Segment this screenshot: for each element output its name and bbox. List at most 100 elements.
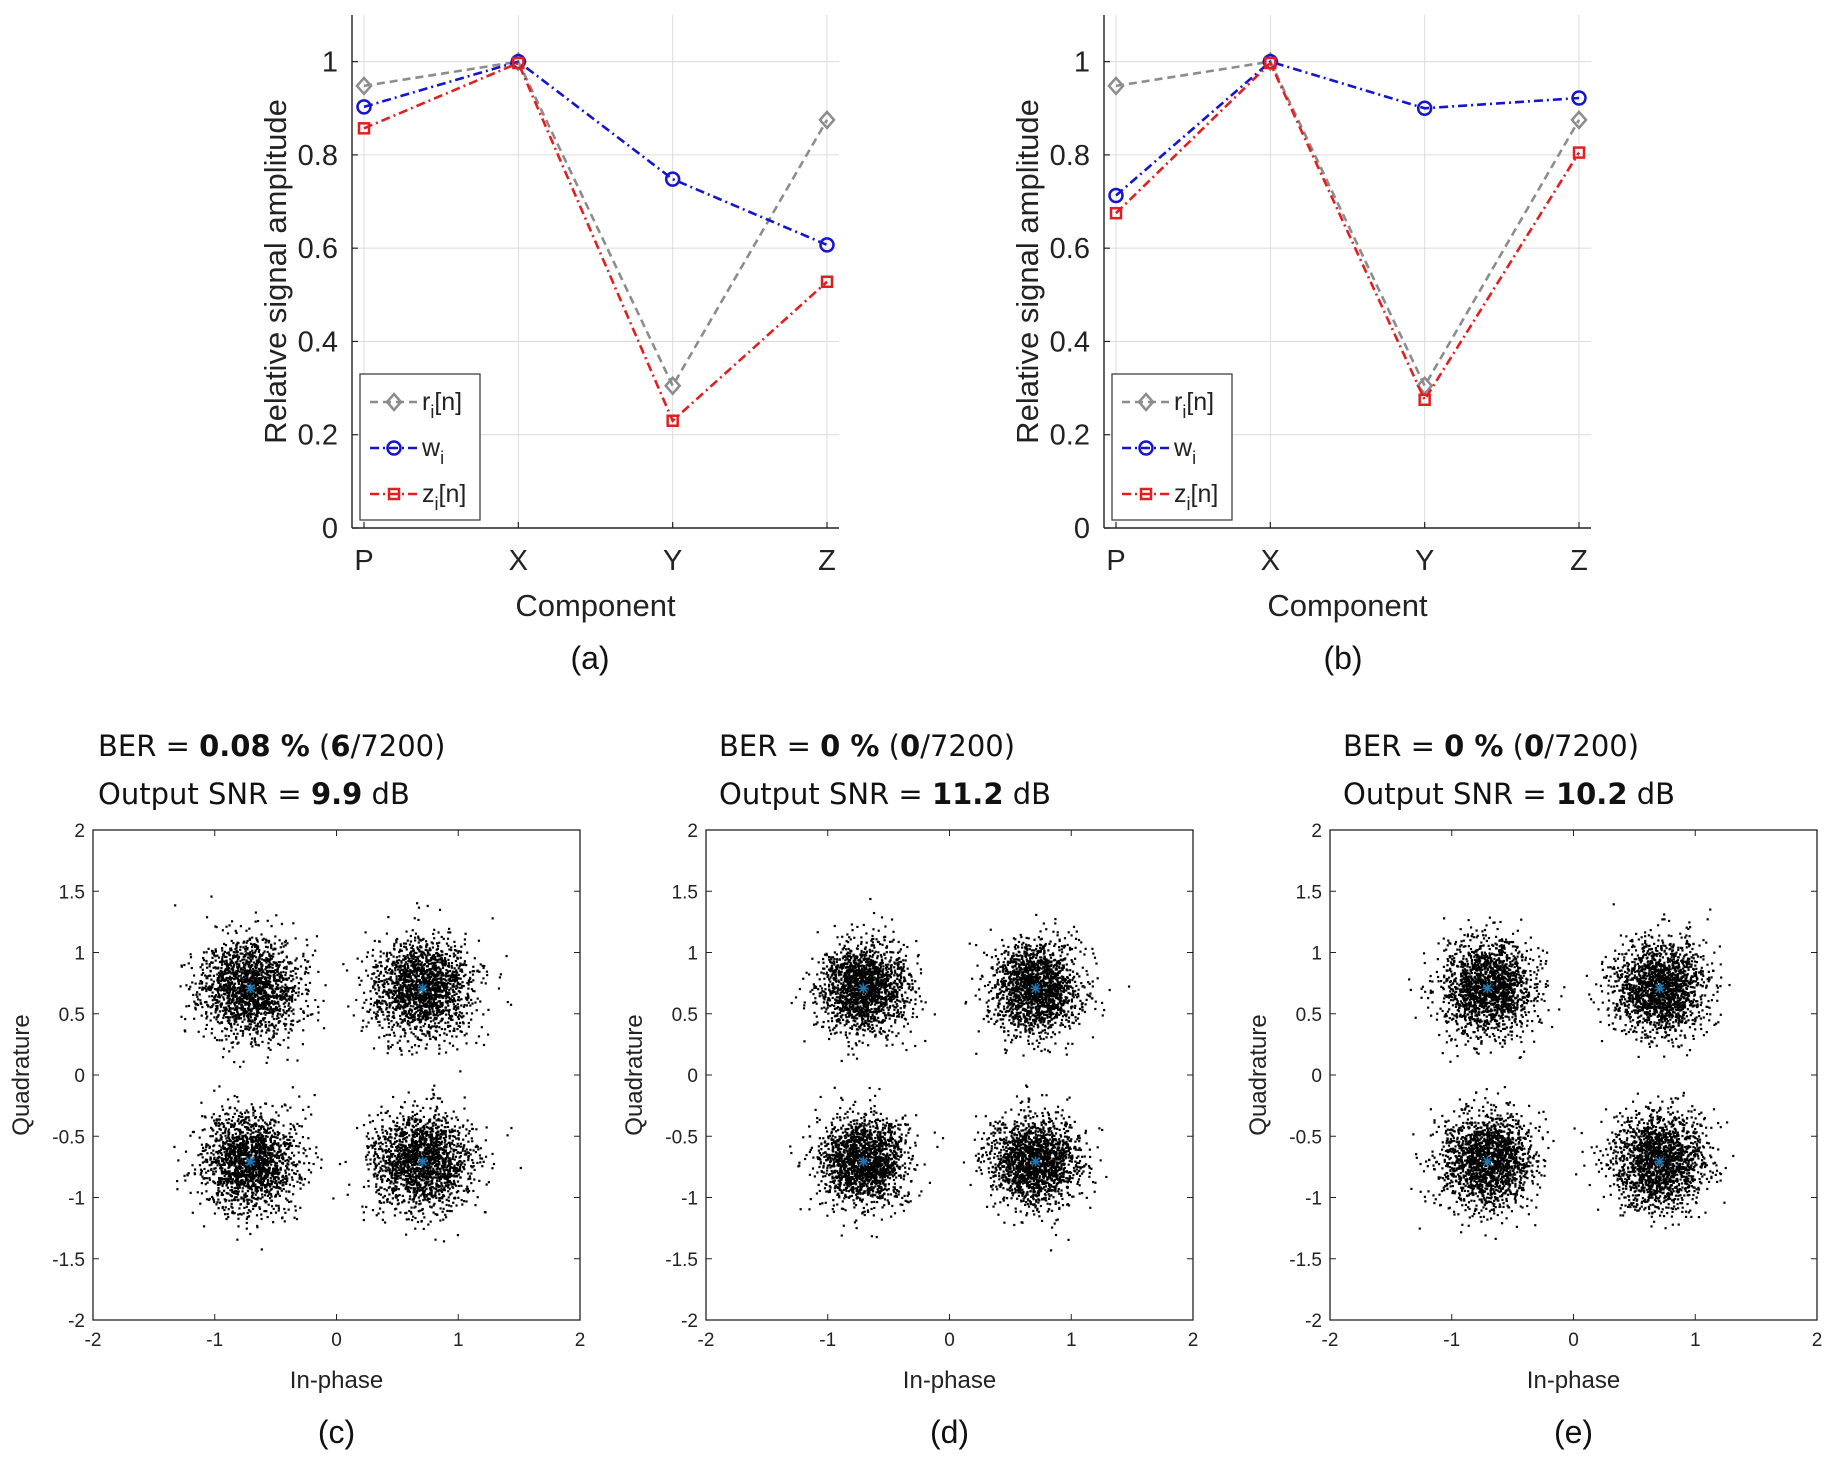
sample-point (233, 1171, 236, 1175)
sample-point (444, 986, 447, 989)
sample-point (422, 994, 425, 997)
sample-point (403, 1018, 406, 1021)
sample-point (241, 968, 245, 971)
sample-point (267, 1011, 271, 1015)
sample-point (400, 949, 403, 952)
legend-marker-square (1139, 487, 1153, 501)
sample-point (408, 996, 412, 999)
sample-point (239, 1029, 242, 1032)
sample-point (440, 974, 443, 977)
sample-point (429, 1012, 432, 1016)
sample-point (413, 965, 417, 968)
sample-point (281, 992, 284, 996)
sample-point (412, 1005, 415, 1008)
sample-point (239, 1203, 243, 1206)
sample-point (447, 962, 450, 965)
sample-point (433, 1022, 437, 1025)
sample-point (218, 1000, 221, 1003)
sample-point (217, 993, 221, 996)
sample-point (273, 977, 276, 980)
sample-point (391, 962, 394, 966)
sample-point (454, 954, 457, 957)
sample-point (285, 995, 288, 998)
sample-point (257, 947, 260, 950)
sample-point (475, 1009, 478, 1012)
sample-point (407, 966, 410, 969)
sample-point (409, 975, 412, 978)
ber-total: /7200) (920, 729, 1015, 763)
sample-point (426, 969, 429, 972)
sample-point (284, 993, 287, 997)
sample-point (432, 1035, 435, 1039)
sample-point (211, 986, 214, 989)
sample-point (209, 1019, 212, 1022)
sample-point (370, 977, 373, 980)
sample-point (418, 950, 421, 953)
sample-point (406, 985, 409, 988)
sample-point (454, 959, 458, 963)
sample-point (404, 1006, 407, 1009)
sample-point (275, 1204, 278, 1207)
sample-point (221, 1056, 225, 1059)
sample-point (269, 1038, 272, 1042)
sample-point (395, 979, 398, 982)
sample-point (259, 1034, 262, 1037)
sample-point (223, 1168, 227, 1171)
sample-point (250, 1020, 253, 1023)
sample-point (416, 957, 420, 961)
sample-point (235, 991, 238, 995)
sample-point (419, 1012, 422, 1016)
sample-point (387, 992, 390, 995)
sample-point (395, 963, 398, 966)
sample-point (451, 972, 454, 975)
sample-point (282, 959, 286, 962)
sample-point (272, 1007, 275, 1010)
sample-point (442, 937, 445, 940)
sample-point (243, 980, 247, 984)
sample-point (238, 1207, 241, 1210)
sample-point (259, 989, 263, 992)
sample-point (409, 1027, 412, 1030)
sample-point (216, 1020, 220, 1024)
sample-point (398, 950, 401, 954)
sample-point (253, 977, 256, 980)
sample-point (387, 1045, 390, 1048)
sample-point (402, 997, 405, 1000)
sample-point (406, 1003, 409, 1006)
sample-point (281, 1181, 285, 1184)
sample-point (431, 1006, 434, 1009)
sample-point (422, 967, 425, 970)
sample-point (200, 981, 204, 984)
sample-point (260, 958, 263, 961)
sample-point (423, 996, 426, 1000)
sample-point (210, 1005, 214, 1008)
sample-point (426, 1018, 429, 1021)
sample-point (393, 944, 396, 947)
sample-point (281, 997, 284, 1001)
sample-point (235, 1127, 238, 1131)
sample-point (266, 1002, 269, 1005)
sample-point (262, 1151, 265, 1154)
sample-point (267, 1203, 270, 1206)
y-tick-label: 0.8 (298, 140, 338, 172)
sample-point (407, 998, 410, 1001)
sample-point (425, 993, 428, 996)
sample-point (290, 1019, 293, 1023)
sample-point (218, 1162, 221, 1165)
sample-point (260, 1006, 263, 1009)
legend-box (1111, 373, 1233, 521)
sample-point (234, 929, 237, 933)
sample-point (251, 1019, 254, 1022)
sample-point (264, 977, 268, 980)
sample-point (271, 995, 275, 998)
sample-point (285, 999, 288, 1002)
sample-point (251, 983, 254, 986)
sample-point (205, 1198, 209, 1201)
sample-point (394, 1000, 397, 1004)
sample-point (377, 1005, 380, 1009)
sample-point (229, 961, 232, 964)
sample-point (401, 1019, 404, 1022)
sample-point (423, 1033, 426, 1036)
sample-point (434, 989, 437, 992)
sample-point (239, 967, 243, 970)
